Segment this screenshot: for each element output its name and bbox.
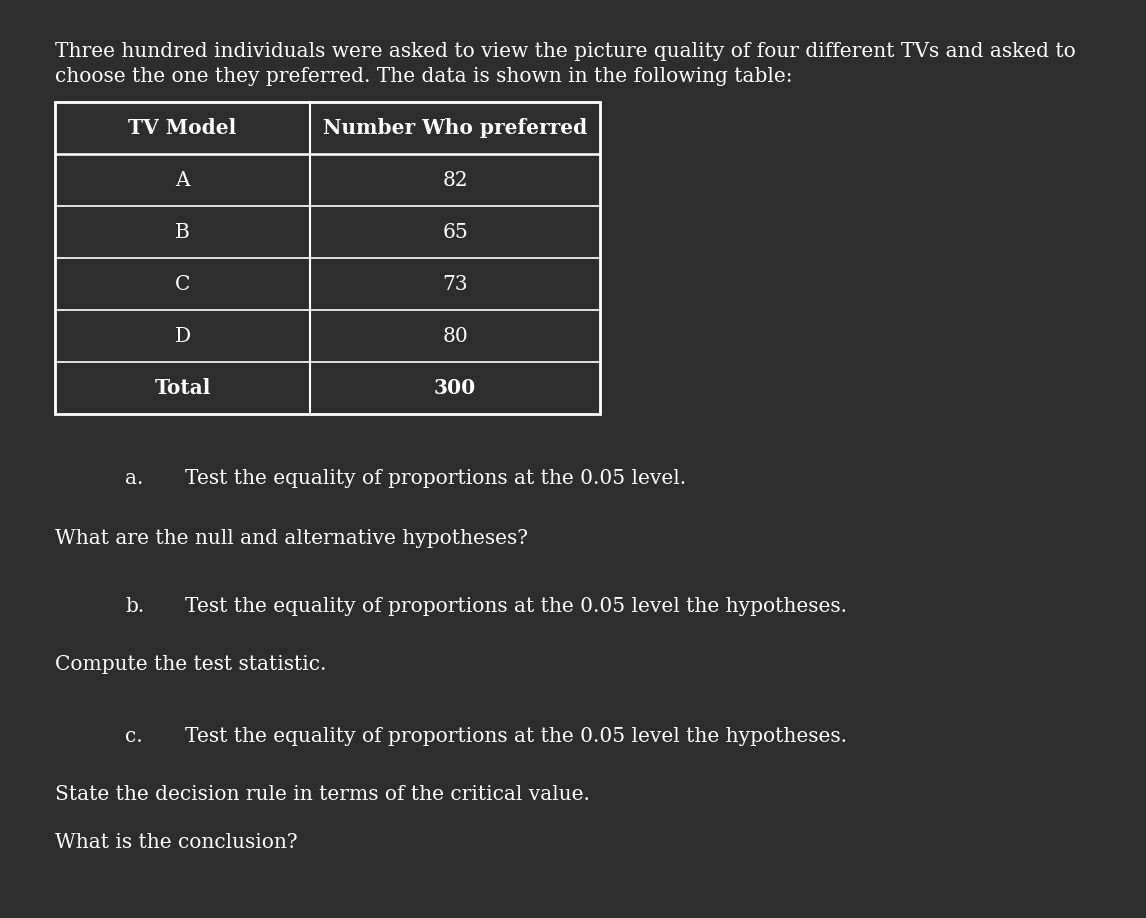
Text: State the decision rule in terms of the critical value.: State the decision rule in terms of the … [55, 785, 590, 804]
Bar [55, 102, 601, 414]
Text: B: B [175, 222, 190, 241]
Text: Three hundred individuals were asked to view the picture quality of four differe: Three hundred individuals were asked to … [55, 42, 1076, 61]
Text: Test the equality of proportions at the 0.05 level the hypotheses.: Test the equality of proportions at the … [185, 727, 847, 746]
Text: A: A [175, 171, 190, 189]
Text: What are the null and alternative hypotheses?: What are the null and alternative hypoth… [55, 529, 528, 548]
Text: D: D [174, 327, 190, 345]
Text: What is the conclusion?: What is the conclusion? [55, 833, 298, 852]
Text: b.: b. [125, 597, 144, 616]
Text: Number Who preferred: Number Who preferred [323, 118, 587, 138]
Text: Test the equality of proportions at the 0.05 level.: Test the equality of proportions at the … [185, 469, 686, 488]
Text: Compute the test statistic.: Compute the test statistic. [55, 655, 327, 674]
Text: choose the one they preferred. The data is shown in the following table:: choose the one they preferred. The data … [55, 67, 793, 86]
Text: C: C [175, 274, 190, 294]
Text: c.: c. [125, 727, 142, 746]
Text: 80: 80 [442, 327, 468, 345]
Text: 300: 300 [434, 378, 476, 398]
Text: TV Model: TV Model [128, 118, 236, 138]
Text: Total: Total [155, 378, 211, 398]
Text: 82: 82 [442, 171, 468, 189]
Text: 73: 73 [442, 274, 468, 294]
Text: a.: a. [125, 469, 143, 488]
Text: 65: 65 [442, 222, 468, 241]
Text: Test the equality of proportions at the 0.05 level the hypotheses.: Test the equality of proportions at the … [185, 597, 847, 616]
